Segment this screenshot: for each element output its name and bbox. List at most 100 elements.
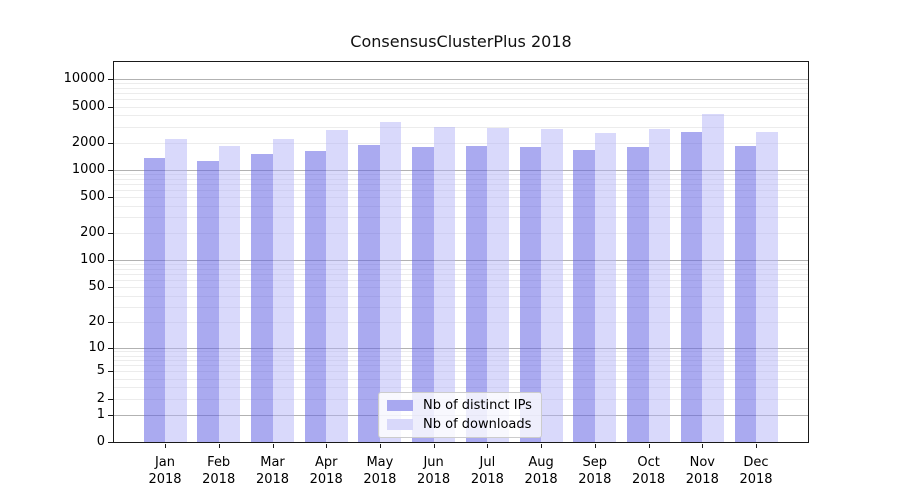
y-tick-mark (108, 322, 113, 324)
gridline-minor (114, 355, 808, 357)
gridline-minor (114, 83, 808, 85)
bar-downloads-apr (326, 129, 348, 442)
bar-downloads-oct (648, 129, 671, 442)
x-tick-label: Jan 2018 (148, 455, 182, 487)
x-tick-label: Jul 2018 (470, 455, 504, 487)
bar-downloads-mar (272, 139, 294, 442)
y-tick-label: 50 (88, 279, 105, 295)
bar-downloads-jul (487, 127, 509, 442)
gridline-minor (114, 99, 808, 101)
gridline-minor (114, 142, 808, 144)
bar-downloads-jun (433, 127, 456, 442)
y-tick-label: 0 (96, 434, 105, 449)
gridline-minor (114, 88, 808, 89)
gridline-minor (114, 322, 808, 324)
bar-downloads-jan (165, 139, 187, 442)
gridline-minor (114, 274, 808, 276)
legend-label-downloads: Nb of downloads (423, 417, 532, 432)
bar-distinct-ips-aug (519, 147, 542, 442)
gridline-minor (114, 178, 808, 180)
gridline-minor (114, 264, 808, 266)
gridline-minor (114, 106, 808, 108)
x-tick-mark (702, 444, 704, 448)
x-tick-label: Sep 2018 (578, 455, 612, 487)
y-tick-mark (108, 106, 113, 108)
gridline-minor (114, 371, 808, 373)
y-tick-label: 10 (88, 339, 105, 355)
gridline-minor (114, 351, 808, 353)
gridline-minor (114, 268, 808, 270)
y-tick-mark (108, 169, 113, 171)
bar-distinct-ips-mar (251, 153, 273, 442)
y-tick-mark (108, 260, 113, 262)
y-tick-label: 20 (88, 314, 105, 330)
y-tick-mark (108, 371, 113, 373)
x-tick-label: Aug 2018 (524, 455, 558, 487)
gridline-minor (114, 287, 808, 289)
x-tick-mark (594, 444, 596, 448)
y-tick-mark (108, 287, 113, 289)
y-tick-label: 1000 (71, 161, 105, 177)
gridline-minor (114, 174, 808, 175)
bar-distinct-ips-feb (197, 161, 219, 442)
x-tick-mark (218, 444, 220, 448)
y-tick-label: 5000 (71, 98, 105, 114)
legend-swatch-distinct-ips-icon (387, 400, 413, 411)
gridline-major (114, 347, 808, 349)
bar-distinct-ips-dec (734, 145, 756, 442)
y-tick-mark (108, 398, 113, 400)
x-tick-mark (326, 444, 328, 448)
x-tick-mark (272, 444, 274, 448)
legend-label-distinct-ips: Nb of distinct IPs (423, 398, 532, 413)
x-tick-label: Nov 2018 (685, 455, 719, 487)
bar-distinct-ips-may (358, 145, 380, 442)
x-tick-label: May 2018 (363, 455, 397, 487)
gridline-minor (114, 197, 808, 199)
x-tick-mark (487, 444, 489, 448)
legend-swatch-downloads-icon (387, 419, 413, 430)
bar-distinct-ips-jan (143, 157, 165, 442)
y-tick-label: 2000 (71, 134, 105, 150)
y-tick-label: 1 (96, 406, 105, 422)
bar-distinct-ips-sep (573, 149, 595, 442)
bar-downloads-aug (541, 128, 563, 442)
gridline-major (114, 79, 808, 81)
y-tick-mark (108, 233, 113, 235)
gridline-minor (114, 280, 808, 282)
gridline-minor (114, 387, 808, 389)
gridline-minor (114, 205, 808, 207)
y-tick-mark (108, 142, 113, 144)
y-tick-mark (108, 79, 113, 81)
gridline-minor (114, 93, 808, 95)
x-tick-mark (433, 444, 435, 448)
bar-distinct-ips-oct (627, 147, 649, 442)
y-tick-label: 2 (96, 390, 105, 406)
gridline-major (114, 169, 808, 171)
gridline-minor (114, 115, 808, 117)
y-tick-mark (108, 347, 113, 349)
x-tick-label: Jun 2018 (417, 455, 451, 487)
gridline-minor (114, 126, 808, 128)
gridline-minor (114, 306, 808, 308)
gridline-minor (114, 183, 808, 185)
bar-downloads-dec (756, 131, 778, 442)
x-tick-label: Oct 2018 (632, 455, 666, 487)
y-tick-mark (108, 414, 113, 416)
plot-area (113, 61, 809, 443)
legend-item-distinct-ips: Nb of distinct IPs (387, 398, 533, 413)
y-tick-label: 200 (80, 225, 105, 241)
bar-downloads-sep (594, 132, 617, 442)
y-tick-mark (108, 197, 113, 199)
x-tick-label: Dec 2018 (739, 455, 773, 487)
x-tick-mark (165, 444, 166, 448)
y-tick-label: 100 (80, 252, 105, 268)
y-tick-label: 500 (80, 189, 105, 205)
gridline-minor (114, 190, 808, 191)
bar-distinct-ips-nov (680, 131, 703, 442)
y-tick-mark (108, 442, 113, 443)
gridline-minor (114, 295, 808, 297)
y-tick-label: 10000 (63, 71, 105, 87)
gridline-minor (114, 360, 808, 362)
legend: Nb of distinct IPs Nb of downloads (378, 392, 542, 438)
